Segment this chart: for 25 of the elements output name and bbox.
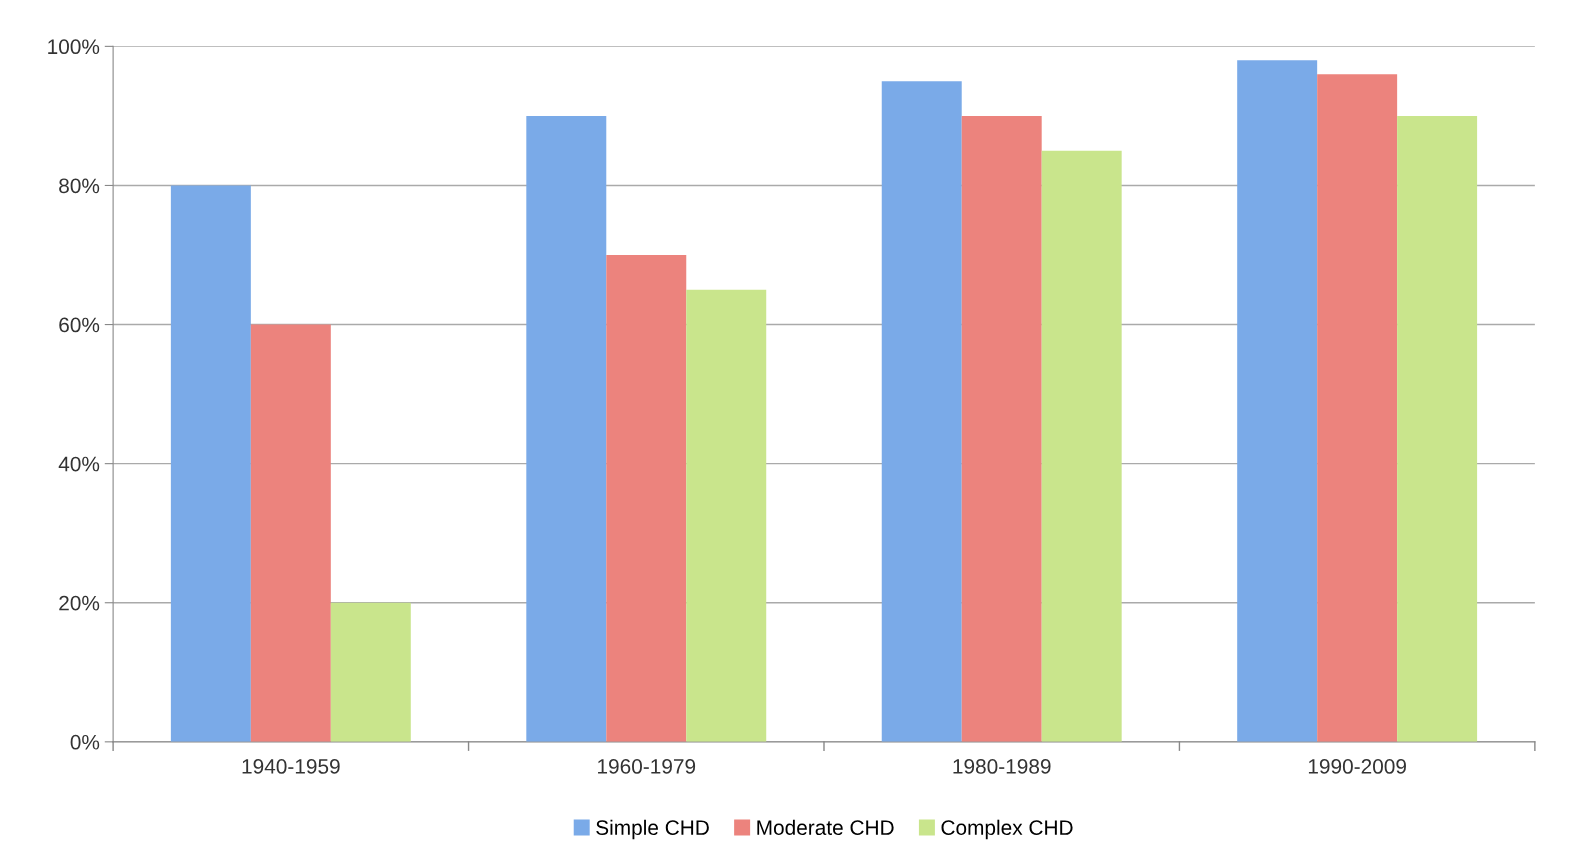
legend-label: Moderate CHD (757, 819, 894, 836)
bar (330, 602, 411, 742)
x-tick-label: 1990-2009 (1308, 759, 1406, 774)
y-tick-label: 0% (70, 734, 100, 750)
bar (1317, 74, 1398, 742)
x-tick-label: 1980-1989 (953, 759, 1051, 774)
bar (170, 185, 251, 742)
bar (881, 81, 962, 742)
legend-label: Complex CHD (941, 819, 1073, 840)
bar (606, 255, 687, 742)
bar (526, 115, 607, 742)
y-tick-label: 20% (59, 595, 100, 611)
bar (250, 324, 331, 742)
y-tick-label: 80% (59, 178, 100, 194)
y-tick-label: 100% (48, 39, 100, 55)
bar (1397, 115, 1478, 742)
bar (1041, 150, 1122, 742)
bar (1237, 60, 1318, 742)
bar (961, 115, 1042, 742)
x-tick-label: 1960-1979 (598, 759, 696, 774)
legend-label: Simple CHD (596, 819, 709, 840)
x-tick-label: 1940-1959 (242, 759, 340, 774)
y-tick-label: 40% (58, 456, 100, 472)
y-tick-label: 60% (59, 317, 100, 333)
bar (686, 289, 767, 742)
